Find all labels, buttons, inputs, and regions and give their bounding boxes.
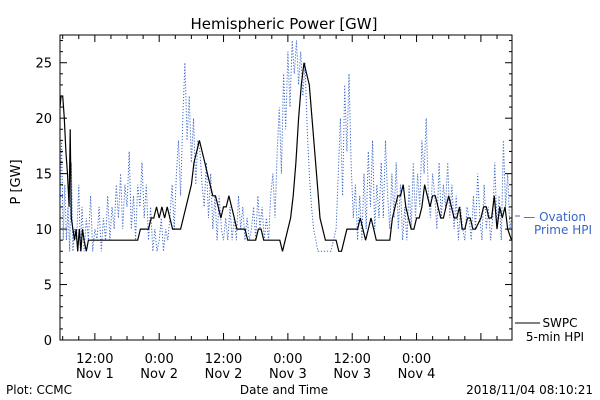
- x-tick-time-label: 12:00: [76, 352, 113, 367]
- x-axis-label: Date and Time: [240, 383, 328, 397]
- legend-ovation: — Ovation Prime HPI: [523, 210, 592, 237]
- series-layer: [60, 40, 512, 252]
- plot-credit: Plot: CCMC: [6, 383, 72, 397]
- plot-timestamp: 2018/11/04 08:10:21: [466, 383, 593, 397]
- x-tick-time-label: 0:00: [145, 352, 174, 367]
- legend-ovation-line1: — Ovation: [523, 210, 586, 224]
- y-tick-label: 25: [35, 57, 52, 72]
- y-tick-label: 10: [35, 223, 52, 238]
- x-tick-time-label: 12:00: [333, 352, 370, 367]
- plot-frame: [59, 34, 513, 341]
- legend-swpc-line2: 5-min HPI: [526, 330, 584, 344]
- x-tick-time-label: 0:00: [402, 352, 431, 367]
- swpc-5-min-hpi-line: [60, 62, 512, 252]
- y-axis-label: P [GW]: [9, 159, 24, 204]
- x-tick-date-label: Nov 1: [76, 367, 114, 382]
- chart-title: Hemispheric Power [GW]: [191, 15, 378, 33]
- legend-swpc: SWPC 5-min HPI: [515, 316, 584, 344]
- legend-swpc-line1: SWPC: [542, 316, 577, 330]
- x-tick-date-label: Nov 3: [269, 367, 307, 382]
- x-tick-date-label: Nov 3: [333, 367, 371, 382]
- y-tick-label: 0: [44, 334, 52, 349]
- x-tick-time-label: 12:00: [205, 352, 242, 367]
- y-tick-label: 5: [44, 279, 52, 294]
- x-tick-date-label: Nov 4: [398, 367, 436, 382]
- x-tick-date-label: Nov 2: [140, 367, 178, 382]
- plot-area: [60, 40, 512, 252]
- ovation-prime-hpi-line: [60, 40, 512, 252]
- x-tick-date-label: Nov 2: [205, 367, 243, 382]
- x-tick-time-label: 0:00: [273, 352, 302, 367]
- legend-ovation-line2: Prime HPI: [534, 223, 592, 237]
- y-axis: 0 5 10 15 20 25: [35, 40, 512, 349]
- y-tick-label: 15: [35, 168, 52, 183]
- y-tick-label: 20: [35, 112, 52, 127]
